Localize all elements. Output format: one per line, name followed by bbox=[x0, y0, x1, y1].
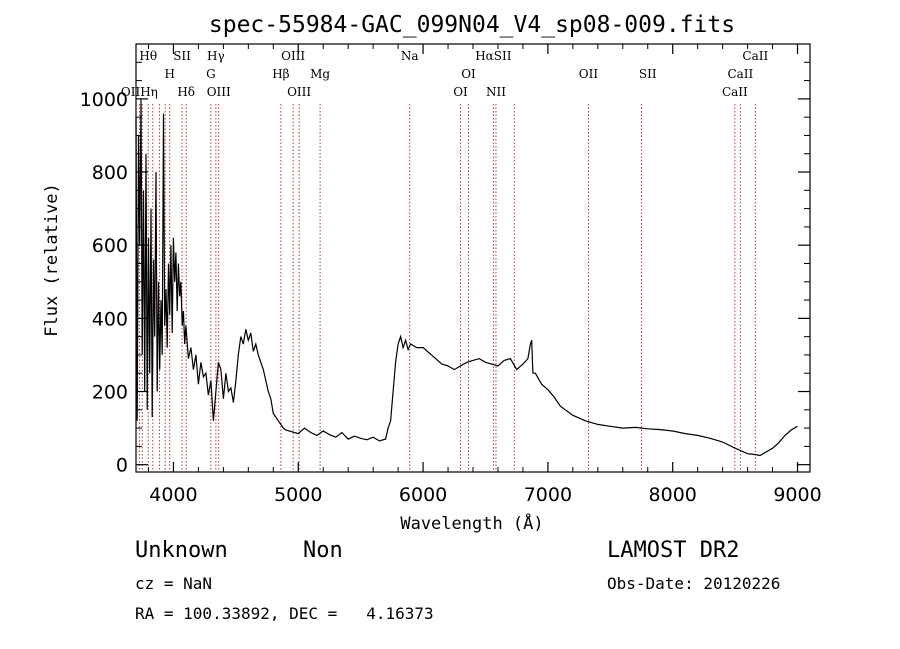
emission-line-labels: Hθ SII Hγ OIII Na HαSII CaII H G Hβ Mg OI OII SII CaII… bbox=[121, 49, 769, 99]
emission-line-label: OIIHη bbox=[121, 85, 158, 99]
y-tick-label: 400 bbox=[92, 308, 128, 330]
emission-line-label: OIII bbox=[287, 85, 311, 99]
x-tick-label: 6000 bbox=[399, 484, 447, 506]
y-tick-label: 600 bbox=[92, 235, 128, 257]
emission-line-label: Na bbox=[401, 49, 419, 63]
emission-line-label: SII bbox=[173, 49, 191, 63]
x-tick-label: 9000 bbox=[773, 484, 821, 506]
x-tick-label: 4000 bbox=[149, 484, 197, 506]
emission-line-label: H bbox=[164, 67, 174, 81]
survey-name: LAMOST DR2 bbox=[607, 538, 740, 563]
redshift-value: cz = NaN bbox=[135, 574, 213, 593]
observation-date: Obs-Date: 20120226 bbox=[607, 574, 781, 593]
emission-line-label: CaII bbox=[742, 49, 768, 63]
emission-line-label: OI bbox=[453, 85, 468, 99]
emission-line-label: CaII bbox=[722, 85, 748, 99]
object-class: Unknown bbox=[135, 538, 228, 563]
y-axis-label: Flux (relative) bbox=[42, 183, 62, 337]
x-tick-label: 5000 bbox=[274, 484, 322, 506]
emission-line-label: Hδ bbox=[177, 85, 195, 99]
emission-line-label: CaII bbox=[727, 67, 753, 81]
emission-line-label: OI bbox=[461, 67, 476, 81]
coordinates: RA = 100.33892, DEC = 4.16373 bbox=[135, 604, 434, 623]
emission-line-label: OIII bbox=[207, 85, 231, 99]
emission-line-label: OIII bbox=[281, 49, 305, 63]
y-tick-label: 200 bbox=[92, 382, 128, 404]
spectrum-line bbox=[135, 98, 798, 457]
y-tick-label: 800 bbox=[92, 162, 128, 184]
chart-title: spec-55984-GAC_099N04_V4_sp08-009.fits bbox=[209, 12, 735, 38]
emission-line-label: Hγ bbox=[207, 49, 225, 63]
emission-line-label: OII bbox=[579, 67, 599, 81]
y-axis-ticks: 0 200 400 600 800 1000 bbox=[80, 61, 810, 477]
emission-line-markers bbox=[138, 104, 756, 472]
object-subclass: Non bbox=[303, 538, 343, 563]
x-axis-label: Wavelength (Å) bbox=[400, 512, 543, 534]
x-tick-label: 8000 bbox=[649, 484, 697, 506]
emission-line-label: Mg bbox=[310, 67, 330, 81]
emission-line-label: G bbox=[206, 67, 216, 81]
y-tick-label: 0 bbox=[116, 455, 128, 477]
x-tick-label: 7000 bbox=[524, 484, 572, 506]
y-tick-label: 1000 bbox=[80, 89, 128, 111]
plot-frame bbox=[135, 43, 811, 473]
emission-line-label: HαSII bbox=[475, 49, 512, 63]
emission-line-label: SII bbox=[639, 67, 657, 81]
x-axis-ticks: 4000 5000 6000 7000 8000 9000 bbox=[147, 44, 822, 506]
emission-line-label: Hβ bbox=[272, 67, 289, 81]
emission-line-label: NII bbox=[486, 85, 506, 99]
emission-line-label: Hθ bbox=[139, 49, 157, 63]
